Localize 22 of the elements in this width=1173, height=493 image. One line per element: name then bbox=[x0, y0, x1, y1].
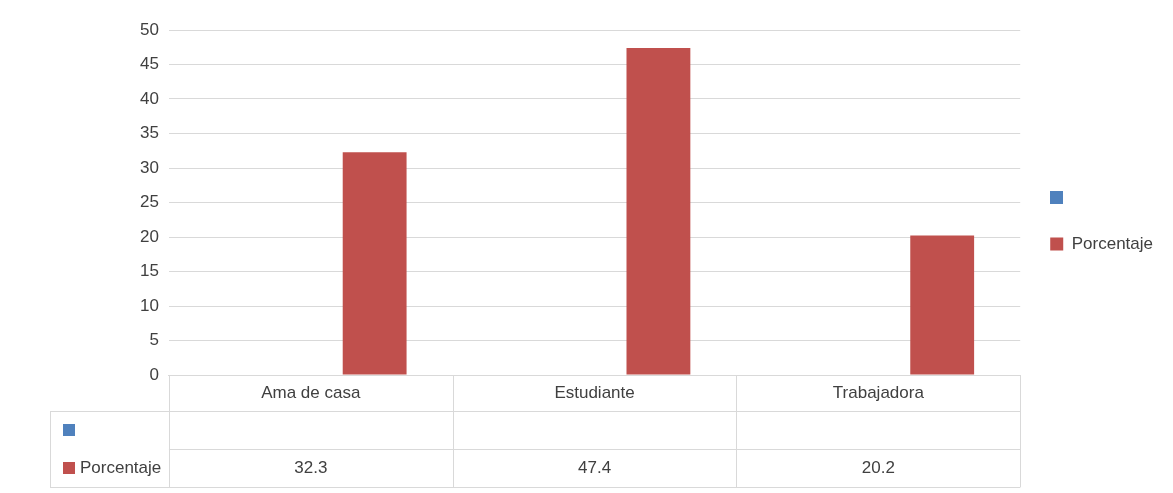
y-tick-label: 40 bbox=[139, 88, 159, 108]
x-tick-label: Estudiante bbox=[554, 382, 635, 402]
y-tick-label: 25 bbox=[139, 192, 159, 212]
bar bbox=[626, 47, 691, 375]
legend-label: Porcentaje bbox=[1071, 233, 1154, 253]
y-tick-label: 15 bbox=[139, 261, 159, 281]
y-tick-label: 0 bbox=[149, 364, 159, 384]
y-tick-label: 50 bbox=[139, 19, 159, 39]
y-tick-label: 45 bbox=[139, 54, 159, 74]
y-tick-label: 10 bbox=[139, 295, 159, 315]
bar bbox=[342, 152, 407, 375]
y-tick-label: 35 bbox=[139, 123, 159, 143]
text: Porcentaje bbox=[80, 457, 162, 477]
y-tick-label: 5 bbox=[149, 330, 159, 350]
y-tick-label: 20 bbox=[139, 226, 159, 246]
data-label: 20.2 bbox=[861, 457, 895, 477]
y-tick-label: 30 bbox=[139, 157, 159, 177]
data-label: 32.3 bbox=[294, 457, 328, 477]
x-tick-label: Trabajadora bbox=[832, 382, 925, 402]
bar bbox=[910, 235, 975, 375]
x-tick-label: Ama de casa bbox=[261, 382, 361, 402]
data-label: 47.4 bbox=[578, 457, 612, 477]
